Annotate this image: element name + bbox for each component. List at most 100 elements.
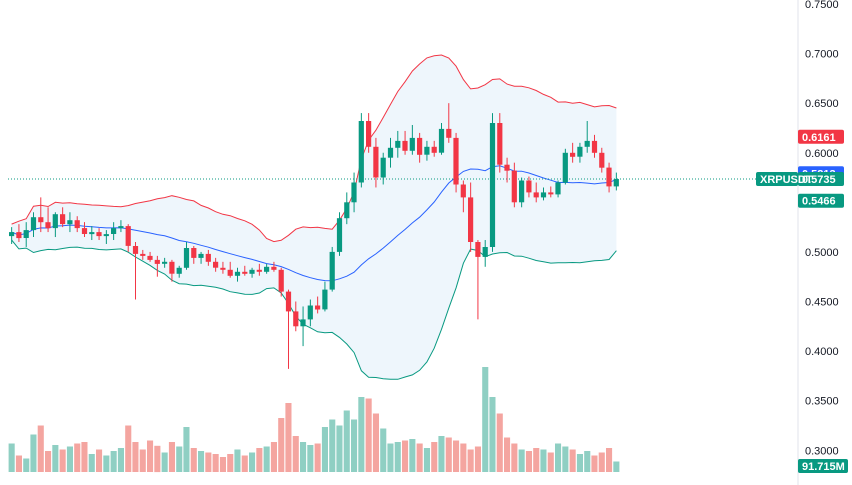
volume-bar [132,442,139,472]
candle-body [103,234,109,237]
price-tick-label: 0.3000 [805,445,839,457]
candle-body [446,128,452,138]
volume-bar [511,443,518,472]
price-tick-label: 0.6500 [805,98,839,110]
price-tick-label: 0.7000 [805,49,839,61]
candle-body [570,152,576,157]
volume-bar [460,443,467,472]
candle-body [111,228,117,234]
candle-body [555,182,561,195]
candle-body [249,269,255,274]
volume-bar [263,446,270,472]
candles [9,103,619,369]
candle-body [256,269,262,272]
volume-bar [540,449,547,472]
candle-body [278,269,284,292]
volume-badge-bg [798,459,848,473]
upper-band-line [11,54,617,243]
volume-bar [66,446,73,472]
volume-bar [198,451,205,472]
volume-bar [52,445,59,472]
volume-bar [555,443,562,472]
candle-body [424,146,430,155]
volume-bar [467,449,474,472]
candle-body [89,232,95,235]
volume-bar [431,442,438,472]
candle-body [118,226,124,229]
volume-bar [598,452,605,472]
candle-body [395,140,401,148]
price-tick-label: 0.4500 [805,297,839,309]
volume-bar [474,446,481,472]
volume-bar [219,457,226,472]
volume-bar [489,397,496,472]
candle-body [154,259,160,264]
candle-body [176,267,182,274]
volume-bar [88,454,95,472]
volume-bar [256,448,263,472]
volume-bar [59,449,66,472]
lower-band-badge-bg [798,193,844,208]
candle-body [45,222,51,229]
volume-bar [562,446,569,472]
volume-bar [168,442,175,472]
volume-bar [336,425,343,472]
price-tick-label: 0.7500 [805,0,839,11]
volume-bar [74,443,81,472]
candle-body [438,128,445,153]
volume-bar [37,425,44,472]
candle-body [460,184,466,198]
candle-body [81,228,88,234]
candle-body [336,218,343,252]
volume-bar [190,448,197,472]
volume-bar [533,448,540,472]
volume-bar [358,397,365,472]
candle-body [599,152,605,168]
volume-bar [292,436,299,472]
candle-body [358,121,364,183]
upper-band-badge: 0.6161 [802,132,836,144]
volume-bar [365,398,372,472]
candle-body [431,146,437,153]
volume-bar [234,449,241,472]
volume-bar [300,442,307,472]
candle-body [242,271,248,274]
candle-body [227,269,233,276]
volume-bar [416,443,423,472]
candle-body [511,170,517,203]
candle-body [60,214,66,225]
volume-bar [125,425,132,472]
volume-bar [227,454,234,472]
candle-body [562,152,568,183]
volume-bar [241,455,248,472]
volume-bar [394,442,401,472]
volume-bar [380,428,387,472]
candle-body [373,146,379,178]
candle-body [366,121,372,147]
candle-body [132,246,139,254]
candle-body [271,266,277,270]
price-axis[interactable]: 0.75000.70000.65000.60000.55000.50000.45… [805,0,839,457]
candle-body [198,253,204,258]
volume-bar [249,452,256,472]
volume-bar [15,455,22,472]
volume-bar [329,419,336,472]
volume-bar [176,446,183,472]
candle-body [468,197,474,242]
volume-bar [576,454,583,472]
volume-bar [504,437,511,472]
volume-bar [117,448,124,472]
volume-bar [584,451,591,472]
candle-body [577,146,583,157]
price-tick-label: 0.4000 [805,346,839,358]
volume-bar [139,449,146,472]
candle-body [489,123,496,247]
volume-bar [183,427,190,472]
volume-bar [496,413,503,472]
candle-body [584,140,590,147]
candle-body [16,232,22,239]
candle-body [213,261,219,268]
